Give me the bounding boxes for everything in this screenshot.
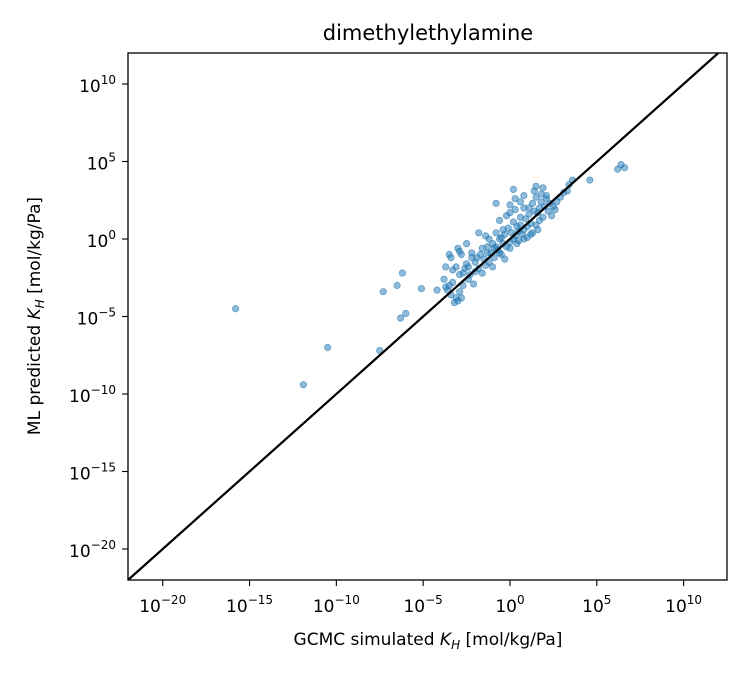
data-point: [532, 182, 540, 190]
x-tick-label: 10−20: [139, 593, 186, 617]
data-point: [620, 164, 629, 172]
x-tick-label: 10−5: [403, 593, 442, 617]
data-point: [468, 249, 476, 257]
data-point: [379, 288, 387, 296]
data-point: [324, 343, 332, 352]
data-point: [534, 226, 542, 234]
x-tick-label: 1010: [665, 593, 702, 617]
data-point: [516, 213, 524, 221]
data-point: [475, 229, 483, 237]
x-tick-label: 10−10: [313, 593, 360, 617]
data-point: [478, 244, 486, 252]
y-tick-label: 100: [87, 228, 116, 252]
data-point: [440, 275, 448, 283]
data-point: [495, 235, 504, 243]
data-point: [456, 288, 464, 296]
data-point: [232, 305, 240, 313]
data-point: [471, 258, 479, 266]
data-point: [442, 263, 450, 271]
identity-line: [127, 52, 720, 581]
data-point: [450, 298, 459, 307]
data-point: [495, 216, 504, 224]
data-point: [464, 263, 472, 271]
chart-title: dimethylethylamine: [323, 21, 533, 45]
y-axis: 10−20 10−15 10−10 10−5 100 105 1010: [69, 73, 128, 562]
data-point: [492, 229, 500, 237]
y-tick-label: 10−20: [69, 538, 116, 562]
y-axis-label: ML predicted KH [mol/kg/Pa]: [25, 197, 47, 435]
data-point: [457, 294, 465, 302]
data-point: [501, 255, 509, 263]
data-point: [449, 278, 457, 286]
data-point: [447, 254, 455, 262]
data-point: [492, 199, 500, 207]
data-point: [537, 190, 545, 198]
data-point: [299, 381, 307, 389]
data-point: [511, 205, 519, 214]
x-tick-label: 105: [582, 593, 611, 617]
data-point: [462, 240, 471, 248]
x-tick-label: 100: [495, 593, 524, 617]
x-axis: 10−20 10−15 10−10 10−5 100 105 1010: [139, 580, 702, 617]
data-point: [515, 236, 523, 245]
data-point: [511, 195, 519, 203]
data-point: [478, 269, 486, 277]
x-axis-label: GCMC simulated KH [mol/kg/Pa]: [294, 630, 563, 652]
data-point: [548, 212, 556, 220]
data-point: [433, 286, 441, 294]
y-tick-label: 10−10: [69, 383, 116, 407]
data-point: [539, 184, 547, 192]
data-point: [396, 314, 405, 322]
data-point: [528, 199, 537, 207]
data-point: [483, 249, 491, 257]
data-point: [586, 176, 594, 184]
data-point: [520, 192, 528, 200]
x-tick-label: 10−15: [226, 593, 273, 617]
data-point: [417, 284, 426, 293]
y-tick-label: 10−5: [77, 306, 116, 330]
data-point: [506, 201, 514, 209]
y-tick-label: 1010: [79, 73, 116, 97]
data-point: [402, 309, 410, 317]
data-point: [452, 263, 460, 271]
data-point: [398, 269, 406, 277]
data-point: [539, 213, 547, 221]
data-point: [516, 198, 524, 206]
data-point: [459, 269, 467, 277]
y-tick-label: 105: [87, 151, 116, 175]
data-point: [489, 263, 497, 271]
data-point: [509, 218, 518, 226]
data-point: [523, 233, 531, 242]
points-layer: [232, 161, 629, 389]
data-point: [393, 281, 401, 290]
y-tick-label: 10−15: [69, 461, 116, 485]
data-point: [506, 244, 514, 252]
data-point: [469, 280, 478, 288]
data-point: [509, 185, 518, 193]
data-point: [456, 247, 464, 255]
data-point: [442, 283, 450, 291]
data-point: [499, 226, 507, 234]
data-point: [502, 212, 511, 220]
data-point: [482, 232, 490, 240]
